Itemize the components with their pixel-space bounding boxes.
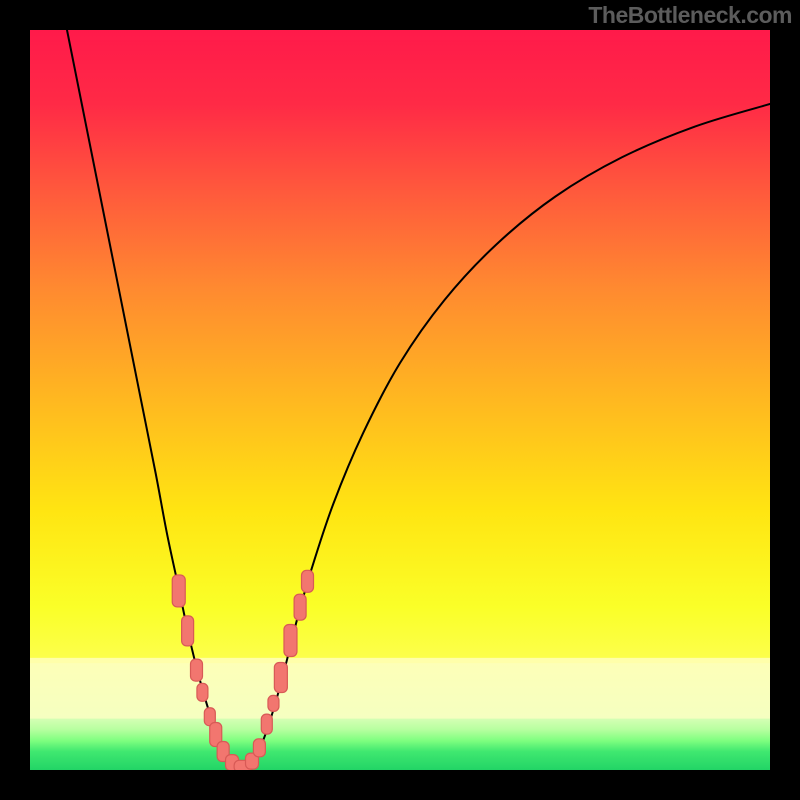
data-marker — [261, 714, 272, 734]
data-marker — [182, 616, 194, 646]
data-marker — [253, 739, 265, 757]
watermark-text: TheBottleneck.com — [588, 2, 792, 29]
data-marker — [274, 663, 287, 693]
data-marker — [302, 570, 314, 592]
plot-area — [30, 30, 770, 770]
data-marker — [172, 575, 185, 607]
chart-container: TheBottleneck.com — [0, 0, 800, 800]
data-marker — [191, 659, 203, 681]
data-marker — [197, 683, 208, 701]
data-marker — [294, 594, 306, 620]
data-marker — [284, 625, 297, 657]
data-marker — [268, 695, 279, 711]
plot-svg — [30, 30, 770, 770]
